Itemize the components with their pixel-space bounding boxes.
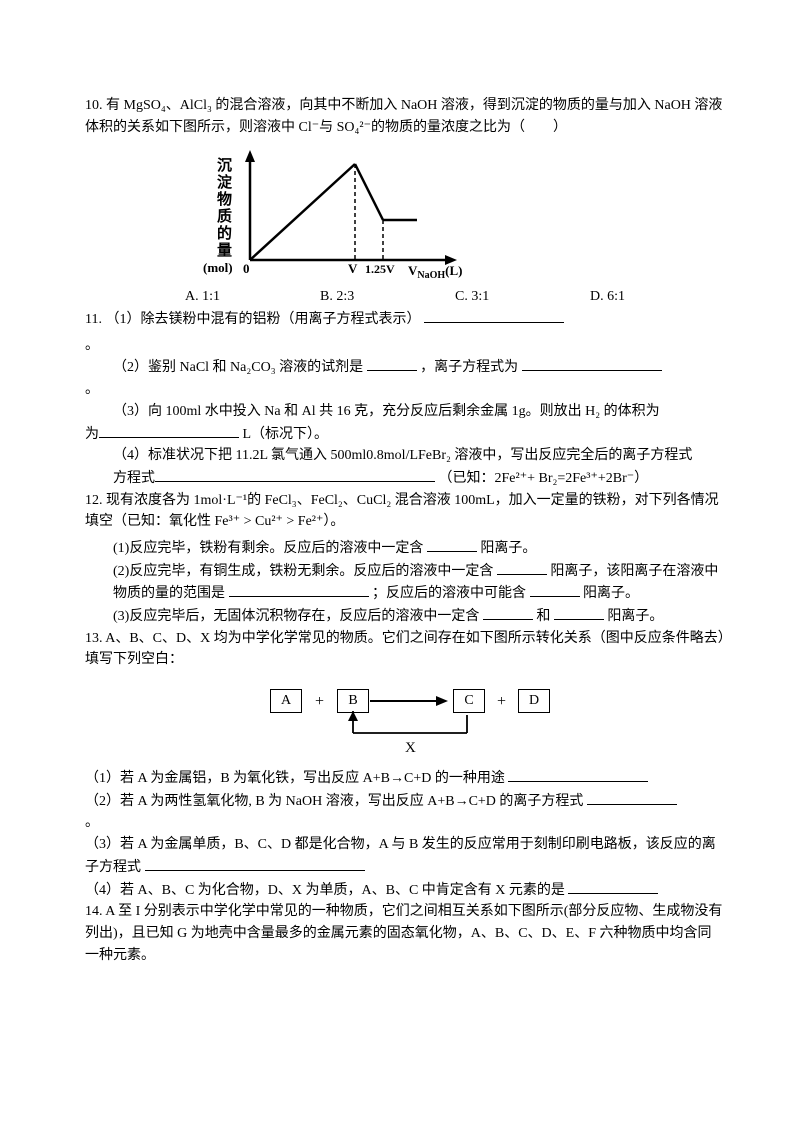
q14-intro: A 至 I 分别表示中学化学中常见的一种物质，它们之间相互关系如下图所示(部分反… xyxy=(85,904,722,962)
blank-input[interactable] xyxy=(587,790,677,805)
xtick-V: V xyxy=(348,261,358,276)
q12-p1: (1)反应完毕，铁粉有剩余。反应后的溶液中一定含 阳离子。 xyxy=(85,537,725,560)
blank-input[interactable] xyxy=(568,879,658,894)
q12-number: 12. xyxy=(85,493,103,508)
q11-p4: （4）标准状况下把 11.2L 氯气通入 500ml0.8mol/LFeBr₂ … xyxy=(85,445,725,467)
blank-input[interactable] xyxy=(99,423,239,438)
node-b: B xyxy=(337,689,369,713)
svg-text:的: 的 xyxy=(217,224,232,242)
option-d[interactable]: D. 6:1 xyxy=(590,286,725,308)
ylabel-char1: 沉 xyxy=(217,156,232,174)
q10-chart: 沉 淀 物 质 的 量 (mol) 0 V 1.25V VNaOH(L) xyxy=(195,142,475,282)
node-x: X xyxy=(405,737,416,760)
question-11: 11. （1）除去镁粉中混有的铝粉（用离子方程式表示） xyxy=(85,308,725,331)
question-10: 10. 有 MgSO₄、AlCl₃ 的混合溶液，向其中不断加入 NaOH 溶液，… xyxy=(85,95,725,138)
q11-p3-line2: 为 L（标况下）。 xyxy=(85,423,725,446)
q11-p2: （2）鉴别 NaCl 和 Na₂CO₃ 溶液的试剂是 ，离子方程式为 xyxy=(85,356,725,379)
q11-p1: （1）除去镁粉中混有的铝粉（用离子方程式表示） xyxy=(105,312,420,327)
question-12: 12. 现有浓度各为 1mol·L⁻¹的 FeCl₃、FeCl₂、CuCl₂ 混… xyxy=(85,490,725,533)
option-b[interactable]: B. 2:3 xyxy=(320,286,455,308)
question-14: 14. A 至 I 分别表示中学化学中常见的一种物质，它们之间相互关系如下图所示… xyxy=(85,901,725,966)
plus-2: + xyxy=(497,690,506,715)
option-a[interactable]: A. 1:1 xyxy=(185,286,320,308)
q11-p3: （3）向 100ml 水中投入 Na 和 Al 共 16 克，充分反应后剩余金属… xyxy=(85,401,725,423)
q13-p3: （3）若 A 为金属单质，B、C、D 都是化合物，A 与 B 发生的反应常用于刻… xyxy=(85,834,725,878)
blank-input[interactable] xyxy=(229,582,369,597)
q11-p2-end: 。 xyxy=(85,379,725,401)
q11-p1-end: 。 xyxy=(85,335,725,357)
q12-intro: 现有浓度各为 1mol·L⁻¹的 FeCl₃、FeCl₂、CuCl₂ 混合溶液 … xyxy=(85,493,719,530)
node-a: A xyxy=(270,689,302,713)
blank-input[interactable] xyxy=(554,605,604,620)
y-unit: (mol) xyxy=(203,260,233,275)
q11-number: 11. xyxy=(85,312,102,327)
svg-text:量: 量 xyxy=(217,242,232,259)
blank-input[interactable] xyxy=(530,582,580,597)
q11-p4-line2: 方程式 （已知：2Fe²⁺+ Br₂=2Fe³⁺+2Br⁻） xyxy=(85,467,725,490)
blank-input[interactable] xyxy=(522,356,662,371)
x-axis-label: VNaOH(L) xyxy=(408,263,463,281)
q12-p2: (2)反应完毕，有铜生成，铁粉无剩余。反应后的溶液中一定含 阳离子，该阳离子在溶… xyxy=(85,560,725,605)
q10-text: 有 MgSO₄、AlCl₃ 的混合溶液，向其中不断加入 NaOH 溶液，得到沉淀… xyxy=(85,98,722,135)
q13-p1: （1）若 A 为金属铝，B 为氧化铁，写出反应 A+B→C+D 的一种用途 xyxy=(85,767,725,790)
node-d: D xyxy=(518,689,550,713)
q13-p4: （4）若 A、B、C 为化合物，D、X 为单质，A、B、C 中肯定含有 X 元素… xyxy=(85,879,725,902)
q13-p2-end: 。 xyxy=(85,812,725,834)
q13-intro: A、B、C、D、X 均为中学化学常见的物质。它们之间存在如下图所示转化关系（图中… xyxy=(85,631,725,668)
blank-input[interactable] xyxy=(427,537,477,552)
svg-text:淀: 淀 xyxy=(217,173,233,191)
svg-text:物: 物 xyxy=(217,190,232,208)
blank-input[interactable] xyxy=(367,356,417,371)
q12-p3: (3)反应完毕后，无固体沉积物存在，反应后的溶液中一定含 和 阳离子。 xyxy=(85,605,725,628)
q13-p2: （2）若 A 为两性氢氧化物, B 为 NaOH 溶液，写出反应 A+B→C+D… xyxy=(85,790,725,813)
blank-input[interactable] xyxy=(155,467,435,482)
xtick-0: 0 xyxy=(243,261,250,276)
q13-diagram: A + B C + D X xyxy=(255,679,555,759)
blank-input[interactable] xyxy=(424,308,564,323)
option-c[interactable]: C. 3:1 xyxy=(455,286,590,308)
svg-text:质: 质 xyxy=(217,207,232,225)
xtick-125V: 1.25V xyxy=(365,262,395,276)
q14-number: 14. xyxy=(85,904,103,919)
q10-options: A. 1:1 B. 2:3 C. 3:1 D. 6:1 xyxy=(85,284,725,308)
blank-input[interactable] xyxy=(483,605,533,620)
blank-input[interactable] xyxy=(508,767,648,782)
blank-input[interactable] xyxy=(145,856,365,871)
blank-input[interactable] xyxy=(497,560,547,575)
q13-number: 13. xyxy=(85,631,103,646)
plus-1: + xyxy=(315,690,324,715)
question-13: 13. A、B、C、D、X 均为中学化学常见的物质。它们之间存在如下图所示转化关… xyxy=(85,628,725,671)
q10-number: 10. xyxy=(85,98,103,113)
node-c: C xyxy=(453,689,485,713)
